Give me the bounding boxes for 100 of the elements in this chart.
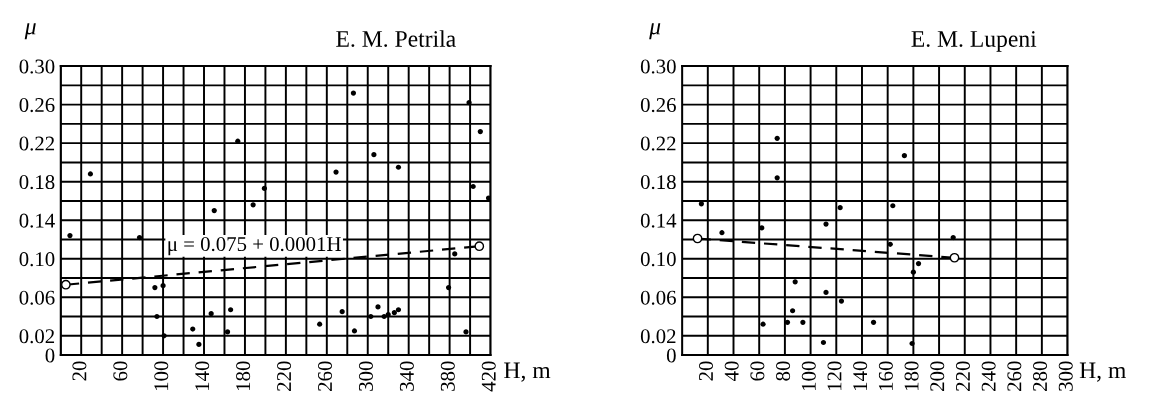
chart-title: E. M. Lupeni: [911, 31, 1037, 52]
point: [235, 138, 241, 144]
y-tick-label: 0.22: [19, 136, 55, 151]
point: [160, 283, 166, 289]
x-axis-title: H, m: [504, 362, 551, 382]
point: [950, 234, 956, 241]
point: [60, 279, 71, 290]
point: [466, 100, 472, 106]
point: [949, 252, 960, 263]
point: [784, 319, 791, 325]
x-tick-label: 300: [358, 361, 373, 391]
x-tick-label: 340: [399, 361, 414, 391]
point: [208, 311, 214, 317]
y-tick-label: 0.10: [19, 252, 55, 267]
point: [161, 333, 167, 339]
point: [692, 233, 703, 244]
point: [719, 230, 725, 236]
x-axis-title: H, m: [1079, 362, 1126, 382]
x-tick-label: 180: [236, 361, 251, 391]
point: [224, 329, 231, 335]
point: [190, 326, 196, 332]
point: [823, 221, 829, 227]
point: [820, 339, 827, 346]
point: [333, 169, 339, 175]
x-tick-label: 100: [801, 361, 816, 391]
x-tick-label: 140: [853, 361, 868, 391]
point: [371, 152, 377, 158]
point: [375, 304, 381, 310]
point: [915, 260, 922, 267]
point: [890, 203, 896, 209]
y-axis-title: μ: [649, 23, 661, 40]
point: [381, 313, 387, 320]
point: [485, 195, 491, 201]
point: [228, 307, 234, 313]
point: [463, 329, 469, 335]
point: [339, 309, 345, 315]
x-tick-label: 80: [776, 361, 791, 381]
x-tick-label: 300: [1058, 361, 1073, 391]
point: [87, 171, 94, 177]
x-tick-label: 260: [317, 361, 333, 391]
x-tick-label: 160: [878, 361, 893, 391]
point: [823, 289, 829, 296]
point: [909, 340, 915, 347]
x-tick-label: 60: [750, 361, 765, 381]
point: [698, 201, 704, 207]
point: [250, 202, 256, 208]
x-tick-label: 20: [698, 361, 714, 381]
point: [800, 319, 806, 325]
y-tick-label: 0.26: [19, 97, 55, 113]
point: [395, 164, 402, 170]
y-tick-label: 0.30: [640, 59, 676, 74]
point: [870, 319, 877, 325]
y-tick-label: 0.26: [640, 97, 676, 113]
x-tick-label: 140: [195, 361, 210, 391]
x-tick-label: 220: [277, 361, 292, 391]
point: [477, 128, 483, 135]
point: [67, 233, 73, 239]
x-tick-label: 20: [72, 361, 87, 381]
point: [790, 308, 796, 314]
point: [395, 307, 402, 313]
point: [901, 153, 907, 159]
y-tick-label: 0.18: [19, 175, 55, 190]
x-tick-label: 60: [113, 361, 128, 381]
point: [136, 234, 143, 241]
chart-title: E. M. Petrila: [336, 30, 456, 47]
point: [391, 310, 397, 316]
x-tick-label: 120: [827, 361, 842, 391]
x-tick-label: 240: [981, 361, 996, 391]
y-tick-label: 0.14: [19, 213, 55, 228]
point: [774, 135, 780, 141]
point: [350, 90, 357, 96]
y-axis-title: μ: [24, 23, 36, 40]
point: [760, 321, 766, 327]
point: [317, 321, 323, 327]
y-tick-label: 0.06: [19, 290, 55, 305]
point: [446, 285, 452, 291]
point: [759, 225, 765, 231]
x-tick-label: 100: [154, 361, 169, 391]
point: [838, 298, 845, 304]
y-tick-label: 0.02: [19, 329, 55, 344]
y-tick-label: 0.14: [640, 213, 677, 228]
point: [452, 251, 458, 257]
annotation: μ = 0.075 + 0.0001H: [168, 237, 341, 256]
y-tick-label: 0.10: [640, 252, 676, 267]
x-tick-label: 200: [930, 361, 945, 391]
point: [196, 341, 202, 348]
point: [351, 328, 358, 334]
point: [152, 285, 158, 291]
point: [887, 241, 893, 247]
y-tick-label: 0.02: [640, 329, 676, 344]
x-tick-label: 180: [904, 361, 919, 391]
y-tick-label: 0.22: [640, 136, 676, 151]
x-tick-label: 220: [955, 361, 970, 391]
point: [368, 313, 374, 320]
x-tick-label: 280: [1033, 361, 1048, 391]
point: [910, 269, 916, 275]
point: [474, 241, 485, 252]
x-tick-label: 40: [724, 361, 739, 382]
point: [774, 175, 780, 181]
point: [261, 185, 267, 192]
